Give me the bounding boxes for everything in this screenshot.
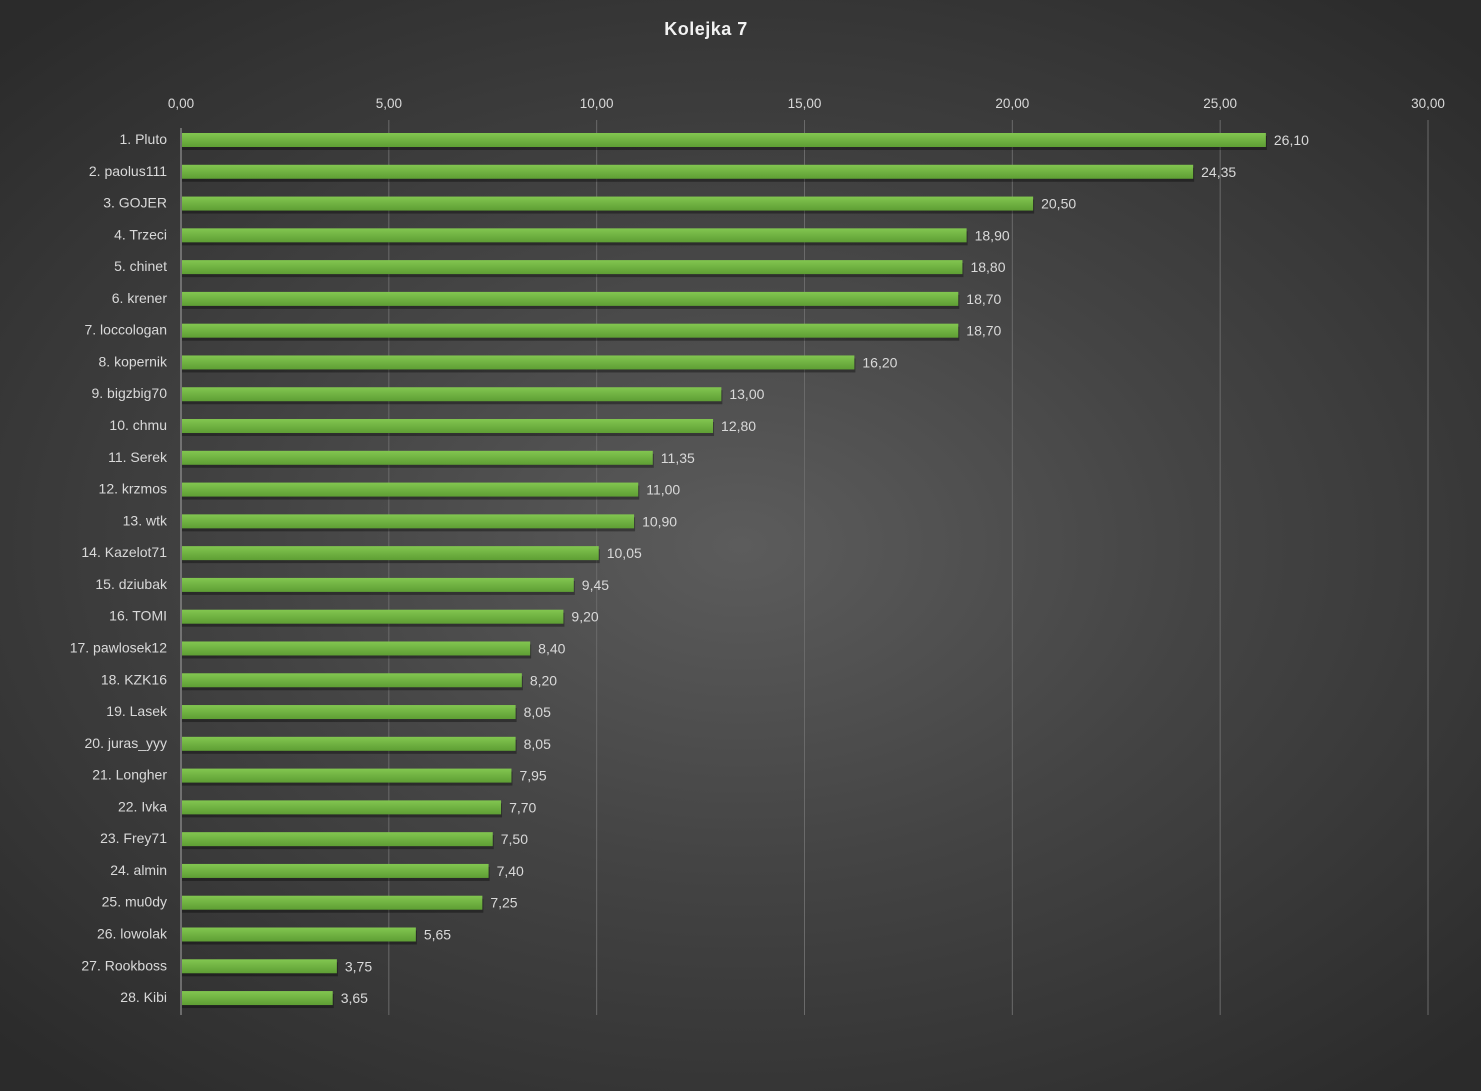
category-label: 6. krener bbox=[112, 290, 168, 306]
category-label: 3. GOJER bbox=[103, 195, 167, 211]
x-tick-label: 20,00 bbox=[995, 96, 1029, 111]
category-label: 10. chmu bbox=[109, 417, 167, 433]
bar bbox=[182, 419, 714, 434]
data-label: 24,35 bbox=[1201, 164, 1236, 180]
data-label: 10,05 bbox=[607, 545, 642, 561]
data-label: 8,40 bbox=[538, 640, 565, 656]
category-label: 2. paolus111 bbox=[89, 163, 167, 179]
bar bbox=[182, 609, 564, 624]
bar bbox=[182, 991, 333, 1006]
category-label: 19. Lasek bbox=[106, 703, 168, 719]
x-tick-label: 30,00 bbox=[1411, 96, 1445, 111]
bar bbox=[182, 641, 531, 656]
data-label: 7,40 bbox=[497, 863, 524, 879]
bar bbox=[182, 228, 967, 243]
category-label: 21. Longher bbox=[92, 767, 167, 783]
data-label: 16,20 bbox=[862, 354, 897, 370]
bar bbox=[182, 705, 516, 720]
category-label: 24. almin bbox=[110, 862, 167, 878]
category-label: 27. Rookboss bbox=[81, 957, 167, 973]
category-label: 26. lowolak bbox=[97, 926, 168, 942]
bar bbox=[182, 133, 1266, 147]
bar bbox=[182, 260, 963, 275]
data-label: 7,70 bbox=[509, 799, 536, 815]
data-label: 13,00 bbox=[729, 386, 764, 402]
x-tick-label: 25,00 bbox=[1203, 96, 1237, 111]
x-tick-label: 10,00 bbox=[580, 96, 614, 111]
data-label: 9,20 bbox=[571, 609, 598, 625]
data-label: 5,65 bbox=[424, 927, 451, 943]
data-label: 9,45 bbox=[582, 577, 609, 593]
data-label: 8,05 bbox=[524, 736, 551, 752]
bar bbox=[182, 736, 516, 751]
category-label: 17. pawlosek12 bbox=[70, 639, 168, 655]
bar bbox=[182, 323, 959, 338]
category-label: 1. Pluto bbox=[120, 131, 168, 147]
bar bbox=[182, 577, 574, 592]
category-label: 11. Serek bbox=[108, 449, 168, 465]
x-tick-label: 5,00 bbox=[376, 96, 402, 111]
category-label: 25. mu0dy bbox=[102, 894, 167, 910]
data-label: 18,80 bbox=[970, 259, 1005, 275]
bar bbox=[182, 482, 639, 497]
data-label: 26,10 bbox=[1274, 132, 1309, 148]
bar bbox=[182, 164, 1194, 179]
category-label: 20. juras_yyy bbox=[85, 735, 167, 751]
data-label: 11,00 bbox=[646, 482, 680, 498]
data-label: 7,95 bbox=[519, 768, 546, 784]
data-label: 3,75 bbox=[345, 958, 372, 974]
bar bbox=[182, 355, 855, 370]
data-label: 10,90 bbox=[642, 513, 677, 529]
data-label: 20,50 bbox=[1041, 196, 1076, 212]
x-tick-label: 0,00 bbox=[168, 96, 194, 111]
data-label: 3,65 bbox=[341, 990, 368, 1006]
category-label: 12. krzmos bbox=[99, 481, 167, 497]
bar bbox=[182, 768, 512, 783]
category-label: 23. Frey71 bbox=[100, 830, 167, 846]
bar bbox=[182, 514, 635, 529]
bar bbox=[182, 196, 1034, 211]
category-label: 8. kopernik bbox=[99, 353, 168, 369]
category-label: 22. Ivka bbox=[118, 798, 167, 814]
data-label: 7,50 bbox=[501, 831, 528, 847]
bar bbox=[182, 291, 959, 306]
data-label: 18,70 bbox=[966, 323, 1001, 339]
chart-title: Kolejka 7 bbox=[664, 19, 748, 39]
bar bbox=[182, 895, 483, 910]
category-label: 5. chinet bbox=[114, 258, 167, 274]
data-label: 12,80 bbox=[721, 418, 756, 434]
category-label: 28. Kibi bbox=[120, 989, 167, 1005]
data-label: 8,20 bbox=[530, 672, 557, 688]
bar bbox=[182, 800, 502, 815]
data-label: 7,25 bbox=[490, 895, 517, 911]
data-label: 18,90 bbox=[975, 227, 1010, 243]
x-tick-label: 15,00 bbox=[788, 96, 822, 111]
bar bbox=[182, 832, 493, 847]
bar bbox=[182, 959, 337, 974]
category-label: 18. KZK16 bbox=[101, 671, 167, 687]
bar bbox=[182, 450, 653, 465]
bar bbox=[182, 387, 722, 402]
category-label: 16. TOMI bbox=[109, 608, 167, 624]
bar bbox=[182, 546, 599, 561]
category-label: 13. wtk bbox=[123, 512, 168, 528]
category-label: 7. loccologan bbox=[84, 322, 167, 338]
data-label: 8,05 bbox=[524, 704, 551, 720]
bar bbox=[182, 673, 522, 688]
bar bbox=[182, 863, 489, 878]
category-label: 14. Kazelot71 bbox=[81, 544, 167, 560]
bar bbox=[182, 927, 416, 942]
category-label: 15. dziubak bbox=[95, 576, 168, 592]
data-label: 18,70 bbox=[966, 291, 1001, 307]
data-label: 11,35 bbox=[661, 450, 695, 466]
category-label: 9. bigzbig70 bbox=[91, 385, 167, 401]
category-label: 4. Trzeci bbox=[114, 226, 167, 242]
